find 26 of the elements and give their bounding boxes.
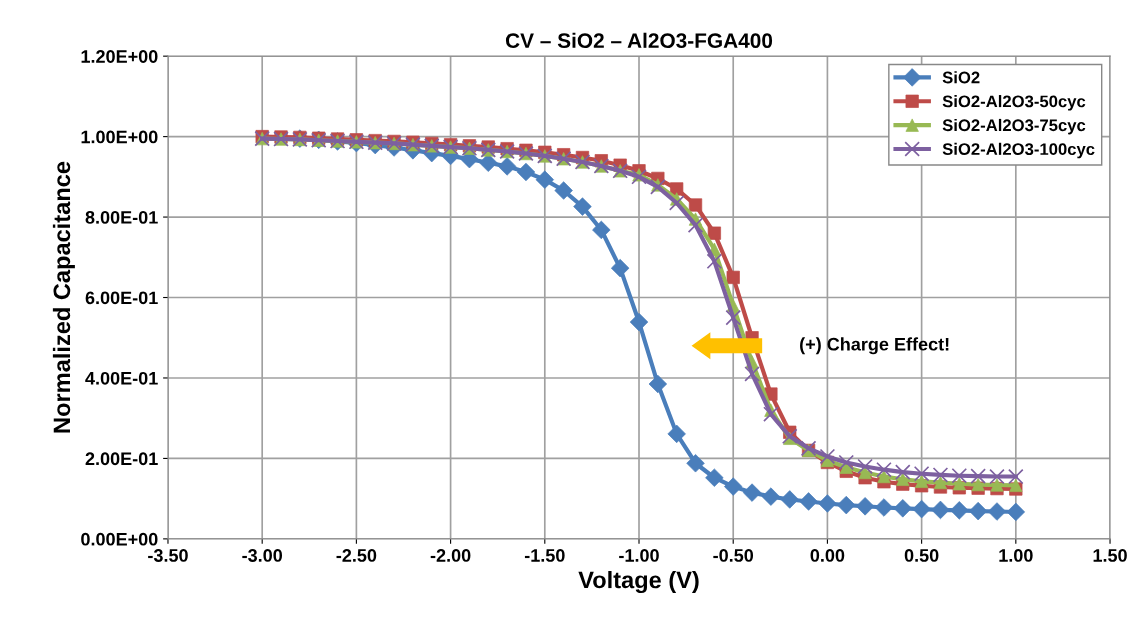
x-tick-label: 1.50 [1093,549,1127,562]
x-tick-label: 0.50 [904,549,939,562]
x-tick-label: -2.50 [336,549,377,562]
legend-label: SiO2 [942,71,980,84]
x-tick-label: -3.00 [242,549,283,562]
legend-label: SiO2-Al2O3-100cyc [942,142,1095,159]
y-tick-label: 0.00E+00 [81,532,158,546]
legend-label: SiO2-Al2O3-75cyc [942,118,1086,135]
x-tick-label: -1.50 [524,549,565,562]
x-tick-label: -3.50 [148,549,188,562]
chart-title: CV – SiO2 – Al2O3-FGA400 [505,32,773,49]
y-tick-label: 1.00E+00 [81,130,158,144]
x-tick-label: -2.00 [430,549,471,562]
annotation: (+) Charge Effect! [800,337,949,355]
legend-label: SiO2-Al2O3-50cyc [942,95,1086,111]
y-tick-label: 8.00E-01 [85,211,158,224]
x-axis-title: Voltage (V) [578,570,699,594]
y-axis-title: Normalized Capacitance [52,161,75,433]
x-tick-label: 1.00 [999,549,1033,562]
y-tick-label: 2.00E-01 [85,452,158,466]
x-tick-label: 0.00 [810,549,845,562]
x-tick-label: -0.50 [713,549,754,562]
y-tick-label: 4.00E-01 [85,371,158,385]
y-tick-label: 1.20E+00 [81,50,158,63]
y-tick-label: 6.00E-01 [85,291,158,305]
x-tick-label: -1.00 [619,549,659,562]
